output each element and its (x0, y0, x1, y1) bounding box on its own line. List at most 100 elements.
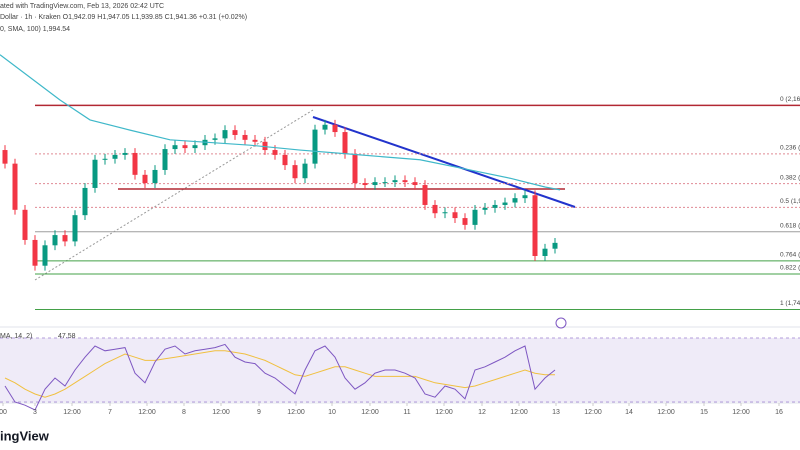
x-tick-label: 12 (478, 409, 486, 416)
candle-body (22, 209, 28, 240)
candle-body (32, 239, 38, 266)
candle-body (312, 129, 318, 164)
candle-body (132, 152, 138, 175)
x-tick-label: 12:00 (138, 409, 156, 416)
x-tick-label: 11 (403, 409, 410, 416)
candle-body (292, 165, 298, 179)
candle-body (352, 153, 358, 184)
x-tick-label: 13 (552, 409, 560, 416)
fib-label: 0.822 (1,81 (780, 265, 800, 272)
candle-body (52, 235, 58, 246)
x-tick-label: 00 (0, 409, 7, 416)
x-tick-label: 12:00 (287, 409, 305, 416)
candle-body (432, 204, 438, 214)
x-tick-label: 12:00 (361, 409, 379, 416)
candle-body (282, 154, 288, 166)
candle-body (532, 195, 538, 256)
x-tick-label: 9 (257, 409, 261, 416)
candle-body (322, 124, 328, 130)
x-tick-label: 12:00 (212, 409, 230, 416)
x-tick-label: 12:00 (510, 409, 528, 416)
candle-body (222, 130, 228, 139)
rsi-band (0, 338, 800, 402)
candle-body (72, 215, 78, 242)
candle-body (402, 180, 408, 183)
fib-label: 0.618 (1,90 (780, 222, 800, 229)
candle-body (492, 204, 498, 208)
candle-body (462, 218, 468, 225)
candle-body (172, 145, 178, 150)
candle-body (142, 174, 148, 184)
candle-body (92, 159, 98, 188)
x-tick-label: 10 (328, 409, 336, 416)
candle-body (242, 134, 248, 140)
rsi-line (4, 343, 556, 411)
rsi-title: MA, 14, 2) (0, 333, 32, 340)
candle-body (422, 185, 428, 205)
candle-body (192, 145, 198, 149)
candle-body (512, 198, 518, 203)
fib-label: 0.236 (2,06 (780, 145, 800, 152)
fib-label: 0.764 (1,84 (780, 252, 800, 259)
candle-body (112, 154, 118, 159)
candle-body (522, 195, 528, 199)
candle-body (42, 245, 48, 266)
candle-body (472, 209, 478, 225)
candle-body (252, 139, 258, 142)
x-tick-label: 12:00 (732, 409, 750, 416)
candle-body (372, 182, 378, 186)
candle-body (482, 207, 488, 210)
rsi-last: 47.58 (58, 333, 76, 340)
candle-body (12, 163, 18, 210)
x-tick-label: 16 (775, 409, 783, 416)
logo-space (0, 424, 8, 438)
candle-body (272, 150, 278, 155)
event-icon[interactable] (555, 317, 567, 329)
candle-body (452, 212, 458, 219)
candle-body (412, 182, 418, 186)
fib-label: 1 (1,74 (780, 300, 800, 307)
x-tick-label: 12:00 (584, 409, 602, 416)
candle-body (502, 202, 508, 205)
x-tick-label: 7 (108, 409, 112, 416)
fib-label: 0.5 (1,95 (780, 198, 800, 205)
candle-body (182, 145, 188, 149)
candle-body (302, 163, 308, 179)
rsi-ma-line (4, 350, 555, 398)
candle-body (212, 138, 218, 140)
candle-body (332, 124, 338, 133)
candle-body (542, 248, 548, 256)
candle-body (232, 130, 238, 135)
candle-body (162, 149, 168, 170)
x-tick-label: 8 (182, 409, 186, 416)
trend-line (312, 116, 576, 208)
x-tick-label: 12:00 (63, 409, 81, 416)
x-tick-label: 12:00 (435, 409, 453, 416)
candle-body (152, 169, 158, 184)
x-tick-label: 14 (625, 409, 633, 416)
x-tick-label: 15 (700, 409, 708, 416)
candle-body (342, 132, 348, 154)
candle-body (442, 212, 448, 214)
candle-body (102, 158, 108, 160)
candle-body (552, 242, 558, 249)
candle-body (122, 152, 128, 155)
plot: 0 (2,16 0.236 (2,06 0.382 (2,00 0.5 (1,95 0.… (0, 54, 800, 416)
candle-body (362, 183, 368, 186)
candle-body (392, 180, 398, 183)
x-tick-label: 3 (33, 409, 37, 416)
candle-body (82, 187, 88, 216)
candle-body (262, 141, 268, 151)
sma-line (0, 54, 561, 191)
candle-body (382, 182, 388, 184)
header-line: ated with TradingView.com, Feb 13, 2026 … (0, 3, 164, 10)
x-tick-label: 12:00 (657, 409, 675, 416)
fib-label: 0 (2,16 (780, 96, 800, 103)
symbol-info: Dollar · 1h · Kraken O1,942.09 H1,947.05… (0, 14, 247, 21)
footer-brand: ingView (0, 428, 50, 443)
sma-info: 0, SMA, 100) 1,994.54 (0, 26, 70, 33)
fib-label: 0.382 (2,00 (780, 174, 800, 181)
